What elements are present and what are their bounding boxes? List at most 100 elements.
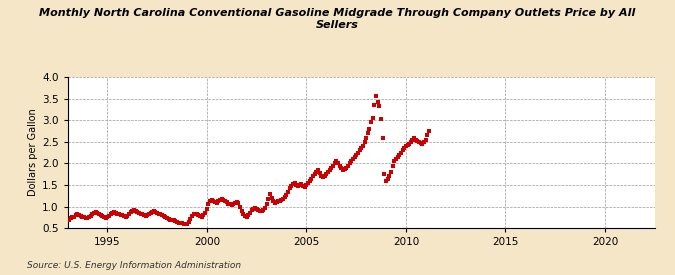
Point xyxy=(182,222,192,226)
Point xyxy=(364,127,375,131)
Point xyxy=(404,142,414,146)
Point xyxy=(132,210,142,214)
Point xyxy=(137,212,148,217)
Point xyxy=(180,222,191,227)
Point xyxy=(377,135,388,140)
Point xyxy=(261,202,272,207)
Point xyxy=(281,192,292,197)
Y-axis label: Dollars per Gallon: Dollars per Gallon xyxy=(28,109,38,197)
Point xyxy=(145,211,156,215)
Point xyxy=(412,139,423,143)
Point xyxy=(102,215,113,220)
Point xyxy=(195,214,206,218)
Point xyxy=(153,211,164,216)
Text: Monthly North Carolina Conventional Gasoline Midgrade Through Company Outlets Pr: Monthly North Carolina Conventional Gaso… xyxy=(39,8,636,30)
Point xyxy=(268,199,279,204)
Point xyxy=(336,166,347,170)
Point xyxy=(143,212,154,217)
Point xyxy=(78,215,89,220)
Point xyxy=(389,159,400,163)
Point xyxy=(150,210,161,214)
Point xyxy=(396,150,406,155)
Point xyxy=(260,206,271,210)
Point xyxy=(362,131,373,135)
Point xyxy=(160,215,171,219)
Point xyxy=(298,184,308,188)
Point xyxy=(185,216,196,221)
Point xyxy=(265,191,275,196)
Point xyxy=(142,213,153,218)
Point xyxy=(342,163,353,168)
Point xyxy=(238,212,248,217)
Point xyxy=(110,210,121,215)
Point xyxy=(385,170,396,174)
Point xyxy=(271,200,282,205)
Point xyxy=(122,213,132,218)
Point xyxy=(82,216,92,221)
Point xyxy=(124,212,134,216)
Point xyxy=(213,199,224,204)
Point xyxy=(273,199,284,204)
Point xyxy=(283,189,294,194)
Point xyxy=(148,209,159,214)
Point xyxy=(223,201,234,206)
Point xyxy=(230,201,240,205)
Point xyxy=(175,221,186,225)
Point xyxy=(324,168,335,172)
Point xyxy=(379,172,390,177)
Point xyxy=(120,214,131,219)
Point xyxy=(346,159,356,163)
Point xyxy=(134,211,144,215)
Point xyxy=(190,211,200,216)
Point xyxy=(205,199,215,204)
Point xyxy=(410,138,421,142)
Point xyxy=(177,221,188,226)
Point xyxy=(97,214,108,218)
Point xyxy=(311,170,322,174)
Point xyxy=(173,221,184,225)
Point xyxy=(266,196,277,200)
Point xyxy=(254,208,265,213)
Point xyxy=(392,155,403,159)
Point xyxy=(288,182,298,186)
Point xyxy=(369,103,380,107)
Point xyxy=(226,203,237,208)
Point xyxy=(315,171,325,175)
Point xyxy=(186,214,197,218)
Point xyxy=(382,176,393,181)
Point xyxy=(118,214,129,218)
Point xyxy=(422,133,433,138)
Point xyxy=(415,141,426,145)
Point xyxy=(198,213,209,218)
Point xyxy=(207,198,217,202)
Point xyxy=(69,214,80,219)
Point xyxy=(170,219,181,223)
Point xyxy=(228,202,239,207)
Point xyxy=(74,213,84,217)
Point xyxy=(284,186,295,191)
Point xyxy=(354,148,365,153)
Point xyxy=(327,163,338,168)
Point xyxy=(128,208,139,212)
Point xyxy=(208,199,219,203)
Point xyxy=(244,210,255,215)
Point xyxy=(220,199,231,203)
Point xyxy=(418,140,429,144)
Point xyxy=(309,172,320,177)
Point xyxy=(357,144,368,148)
Point xyxy=(67,215,78,220)
Point xyxy=(86,214,97,218)
Point xyxy=(406,140,416,144)
Point xyxy=(236,209,247,213)
Point xyxy=(140,213,151,218)
Point xyxy=(334,163,345,168)
Point xyxy=(138,213,149,218)
Point xyxy=(217,197,227,201)
Point xyxy=(374,104,385,109)
Point xyxy=(321,172,331,177)
Point xyxy=(341,166,352,170)
Point xyxy=(302,181,313,185)
Point xyxy=(107,210,117,215)
Point xyxy=(316,173,327,178)
Point xyxy=(296,182,307,186)
